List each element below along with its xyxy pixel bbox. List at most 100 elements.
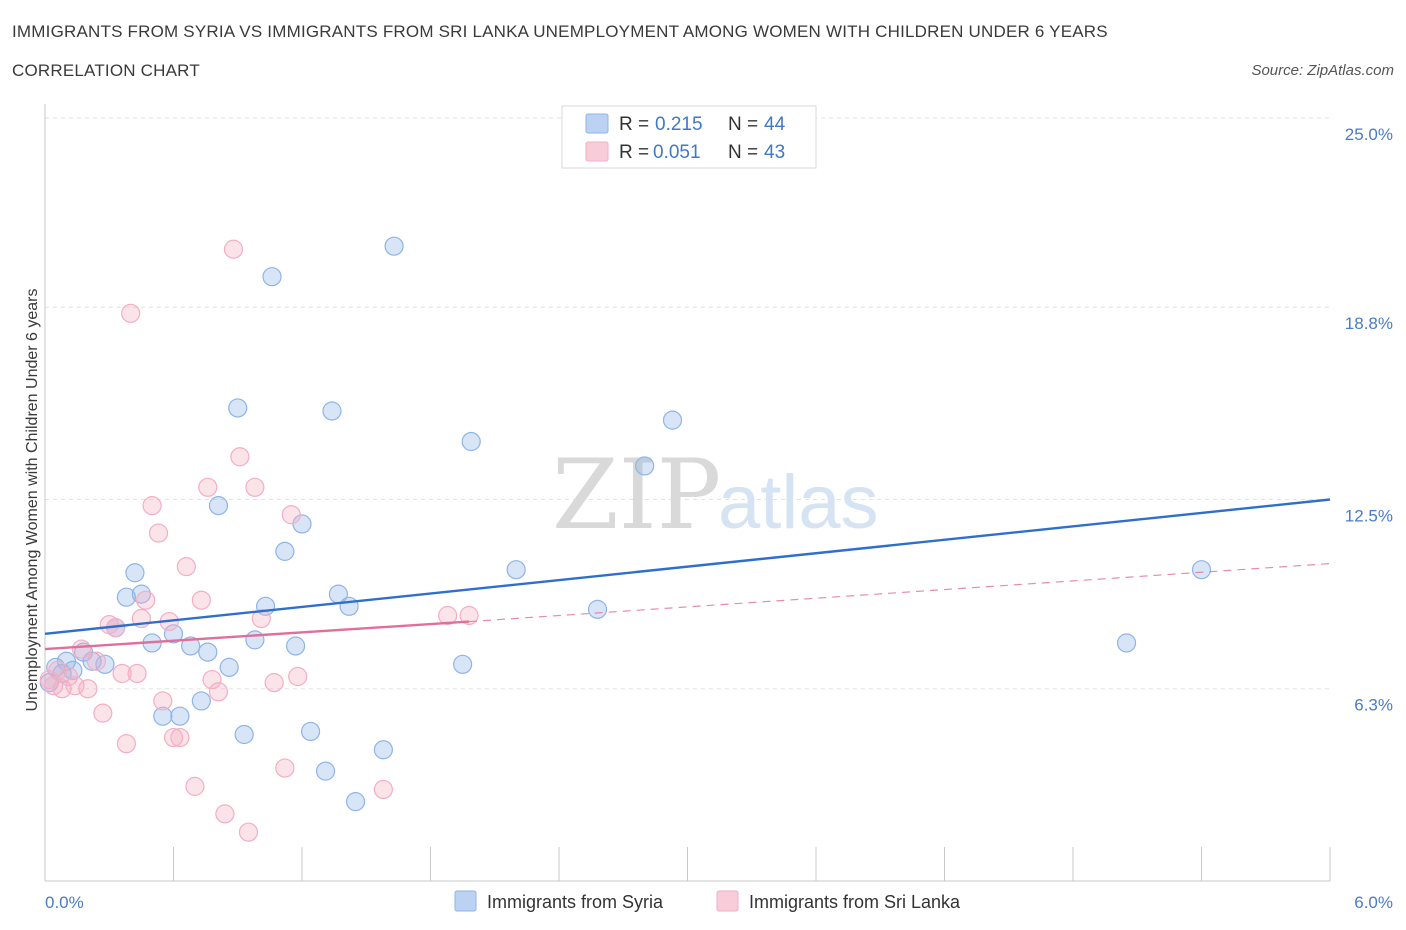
y-tick-label-1: 12.5% [1345,507,1393,526]
legend-srilanka-swatch [716,890,739,912]
syria-point-19 [208,496,229,516]
syria-swatch [585,113,609,134]
srilanka-point-25 [185,776,205,796]
srilanka-point-19 [148,523,169,543]
srilanka-swatch [585,141,609,162]
syria-point-44 [1191,560,1212,580]
syria-point-37 [453,654,473,674]
srilanka-point-33 [238,822,259,842]
legend-n-value-syria: 44 [764,114,786,135]
srilanka-point-28 [202,669,222,690]
syria-point-15 [170,706,190,726]
srilanka-point-22 [163,727,184,748]
srilanka-point-20 [153,691,173,711]
syria-point-39 [506,560,526,580]
syria-trend-line [44,498,1331,635]
legend-syria-label: Immigrants from Syria [487,892,664,912]
srilanka-point-17 [136,590,156,610]
syria-point-40 [587,599,608,619]
y-axis-label: Unemployment Among Women with Children U… [24,288,41,711]
watermark-zip: ZIP [552,439,721,551]
syria-point-35 [373,740,393,760]
legend-r-value-srilanka: 0.051 [653,142,701,163]
syria-point-34 [345,792,366,812]
syria-point-10 [125,563,145,583]
srilanka-point-35 [251,608,271,629]
syria-point-29 [300,721,321,742]
syria-point-42 [662,410,683,430]
trend-lines [44,498,1331,651]
syria-point-21 [228,398,248,418]
srilanka-point-27 [198,477,218,497]
axes [44,104,1331,882]
srilanka-point-41 [438,605,458,626]
srilanka-point-2 [48,660,68,681]
srilanka-point-8 [86,651,107,671]
legend-r-label-srilanka: R = [619,142,649,163]
srilanka-point-9 [93,703,113,723]
srilanka-point-37 [275,758,295,778]
syria-point-20 [219,657,239,677]
srilanka-point-13 [116,734,136,754]
syria-point-25 [262,267,282,287]
srilanka-point-18 [142,496,162,516]
srilanka-trend-line [44,620,470,651]
srilanka-trend-extension [469,562,1331,623]
srilanka-point-34 [245,477,265,497]
stats-legend: R = 0.215 N = 44 R = 0.051 N = 43 [561,105,817,169]
srilanka-point-26 [191,590,211,610]
srilanka-point-42 [459,605,479,626]
srilanka-point-36 [264,673,284,693]
y-tick-label-3: 25.0% [1345,125,1393,144]
srilanka-point-39 [288,666,308,687]
srilanka-point-32 [230,447,250,467]
legend-n-label-srilanka: N = [728,142,758,163]
srilanka-point-31 [223,239,244,259]
srilanka-point-15 [127,663,147,684]
syria-point-30 [315,761,336,781]
x-tick-label-1: 6.0% [1354,893,1393,912]
srilanka-point-38 [281,505,301,525]
syria-point-41 [635,456,655,476]
legend-r-label-syria: R = [619,114,649,135]
syria-point-31 [322,401,342,421]
legend-srilanka-label: Immigrants from Sri Lanka [749,892,961,912]
srilanka-point-12 [112,663,132,684]
y-tick-label-2: 18.8% [1345,314,1393,333]
srilanka-point-7 [78,679,98,699]
srilanka-point-24 [176,557,196,577]
chart-subtitle: CORRELATION CHART [12,61,200,80]
syria-point-36 [384,236,404,256]
srilanka-point-23 [170,727,190,748]
y-tick-labels: 6.3% 12.5% 18.8% 25.0% [1345,125,1393,715]
syria-point-38 [461,431,481,452]
syria-point-17 [191,691,211,711]
x-tick-label-0: 0.0% [45,893,84,912]
syria-point-16 [181,636,201,656]
syria-point-27 [285,636,306,656]
series-legend: Immigrants from Syria Immigrants from Sr… [454,890,961,912]
watermark-atlas: atlas [718,460,879,545]
srilanka-point-29 [208,682,229,702]
srilanka-point-30 [215,804,235,824]
srilanka-point-40 [373,779,393,800]
syria-point-33 [339,596,359,616]
legend-syria-swatch [454,890,477,912]
syria-point-26 [275,541,295,561]
legend-n-label-syria: N = [728,114,758,135]
srilanka-point-6 [71,639,92,659]
syria-point-18 [198,642,218,662]
syria-point-14 [163,624,184,644]
legend-r-value-syria: 0.215 [655,114,703,135]
syria-point-23 [245,630,265,650]
syria-point-22 [234,724,254,745]
srilanka-point-14 [121,303,141,323]
syria-point-13 [153,706,173,726]
x-tick-labels: 0.0% 6.0% [45,893,1393,912]
syria-point-43 [1116,633,1137,653]
source-label: Source: ZipAtlas.com [1251,62,1394,79]
watermark: ZIP atlas [552,439,879,551]
y-tick-label-0: 6.3% [1354,696,1393,715]
chart-title: IMMIGRANTS FROM SYRIA VS IMMIGRANTS FROM… [12,22,1108,41]
